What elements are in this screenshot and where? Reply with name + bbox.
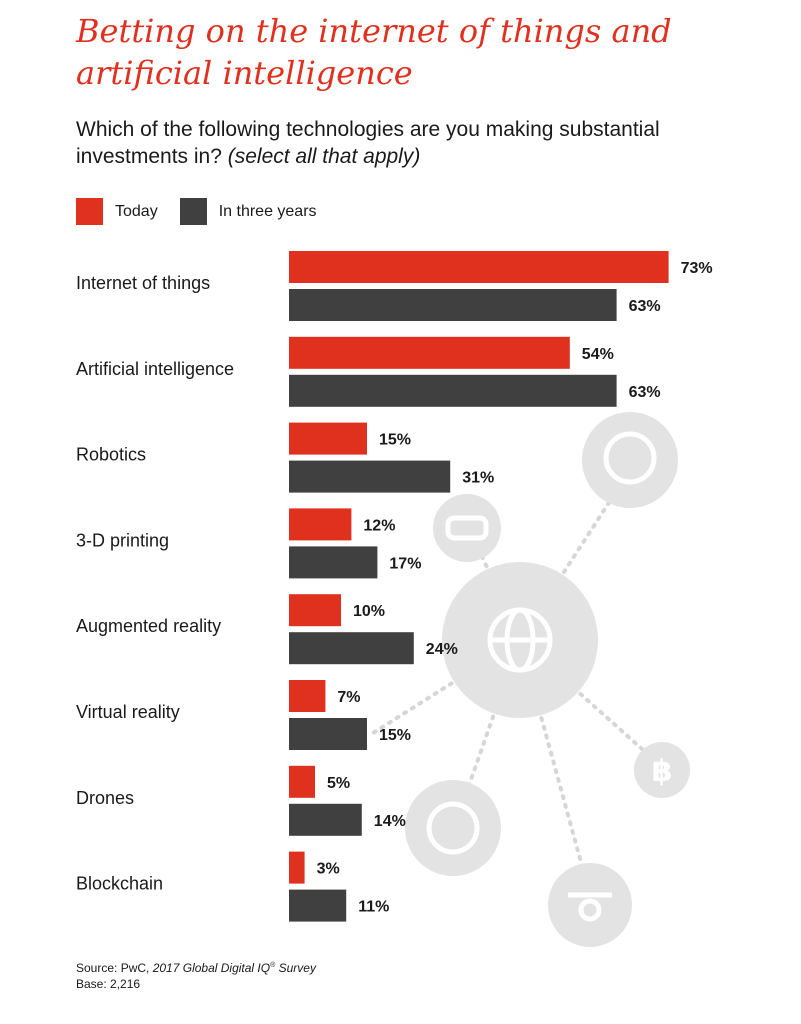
bars-group: Internet of things 73% 63% Artificial intel… <box>76 251 713 922</box>
base-line: Base: 2,216 <box>76 977 141 991</box>
category-label-virtual-reality: Virtual reality <box>76 702 180 722</box>
question-note: (select all that apply) <box>227 145 421 168</box>
value-label-robotics-in-three-years: 31% <box>462 470 494 487</box>
value-label-augmented-reality-in-three-years: 24% <box>426 641 458 658</box>
bar-virtual-reality-today <box>289 680 326 712</box>
bar-blockchain-today <box>289 851 305 884</box>
bar-internet-of-things-today <box>289 251 669 283</box>
source-mark: ® <box>270 962 276 969</box>
category-label-internet-of-things: Internet of things <box>76 273 210 293</box>
bar-robotics-today <box>289 422 367 455</box>
chart-title: Betting on the internet of things and ar… <box>76 12 672 92</box>
source-line: Source: PwC, 2017 Global Digital IQ® Sur… <box>76 958 316 976</box>
value-label-3-d-printing-in-three-years: 17% <box>389 555 421 572</box>
robot-head-icon <box>405 780 501 876</box>
bar-blockchain-in-three-years <box>289 889 347 922</box>
category-label-3-d-printing: 3-D printing <box>76 530 169 550</box>
legend-item-three-years: In three years <box>179 198 317 225</box>
category-label-robotics: Robotics <box>76 445 146 465</box>
background-icons: ฿ <box>368 412 690 947</box>
value-label-internet-of-things-today: 73% <box>681 260 713 277</box>
value-label-augmented-reality-today: 10% <box>353 603 385 620</box>
legend-swatch-three-years <box>179 198 207 225</box>
value-label-drones-in-three-years: 14% <box>374 813 406 830</box>
brain-icon <box>582 412 678 508</box>
bar-3-d-printing-today <box>289 508 352 541</box>
drone-icon <box>548 863 632 947</box>
value-label-drones-today: 5% <box>327 775 350 792</box>
vr-headset-icon <box>433 494 501 562</box>
bar-robotics-in-three-years <box>289 460 451 493</box>
value-label-internet-of-things-in-three-years: 63% <box>629 298 661 315</box>
svg-text:฿: ฿ <box>652 754 673 789</box>
bar-augmented-reality-in-three-years <box>289 632 414 665</box>
chart-subtitle: Which of the following technologies are … <box>76 116 716 170</box>
bitcoin-icon <box>634 742 690 798</box>
bar-internet-of-things-in-three-years <box>289 289 617 321</box>
legend-label-three-years: In three years <box>218 202 317 220</box>
bar-artificial-intelligence-in-three-years <box>289 374 617 407</box>
bar-drones-today <box>289 765 315 798</box>
question-text: Which of the following technologies are … <box>76 118 660 168</box>
value-label-3-d-printing-today: 12% <box>363 517 395 534</box>
value-label-blockchain-in-three-years: 11% <box>358 899 389 916</box>
source-note: Source: PwC, 2017 Global Digital IQ® Sur… <box>76 958 316 992</box>
category-label-augmented-reality: Augmented reality <box>76 616 221 636</box>
bar-artificial-intelligence-today <box>289 336 570 369</box>
source-suffix: Survey <box>275 961 316 975</box>
value-label-blockchain-today: 3% <box>317 861 340 878</box>
source-prefix: Source: PwC, <box>76 961 153 975</box>
source-title: 2017 Global Digital IQ <box>152 961 271 975</box>
bar-3-d-printing-in-three-years <box>289 546 378 579</box>
legend-label-today: Today <box>115 202 158 220</box>
value-label-artificial-intelligence-in-three-years: 63% <box>629 384 661 401</box>
category-label-drones: Drones <box>76 788 134 808</box>
bar-drones-in-three-years <box>289 803 362 836</box>
value-label-robotics-today: 15% <box>379 432 411 449</box>
category-label-blockchain: Blockchain <box>76 874 163 894</box>
value-label-virtual-reality-in-three-years: 15% <box>379 727 411 744</box>
legend-item-today: Today <box>76 198 158 225</box>
bar-augmented-reality-today <box>289 594 341 627</box>
bar-virtual-reality-in-three-years <box>289 718 367 750</box>
legend-swatch-today <box>76 198 103 225</box>
legend: Today In three years <box>76 198 339 225</box>
value-label-virtual-reality-today: 7% <box>337 689 360 706</box>
category-label-artificial-intelligence: Artificial intelligence <box>76 359 234 379</box>
value-label-artificial-intelligence-today: 54% <box>582 346 614 363</box>
